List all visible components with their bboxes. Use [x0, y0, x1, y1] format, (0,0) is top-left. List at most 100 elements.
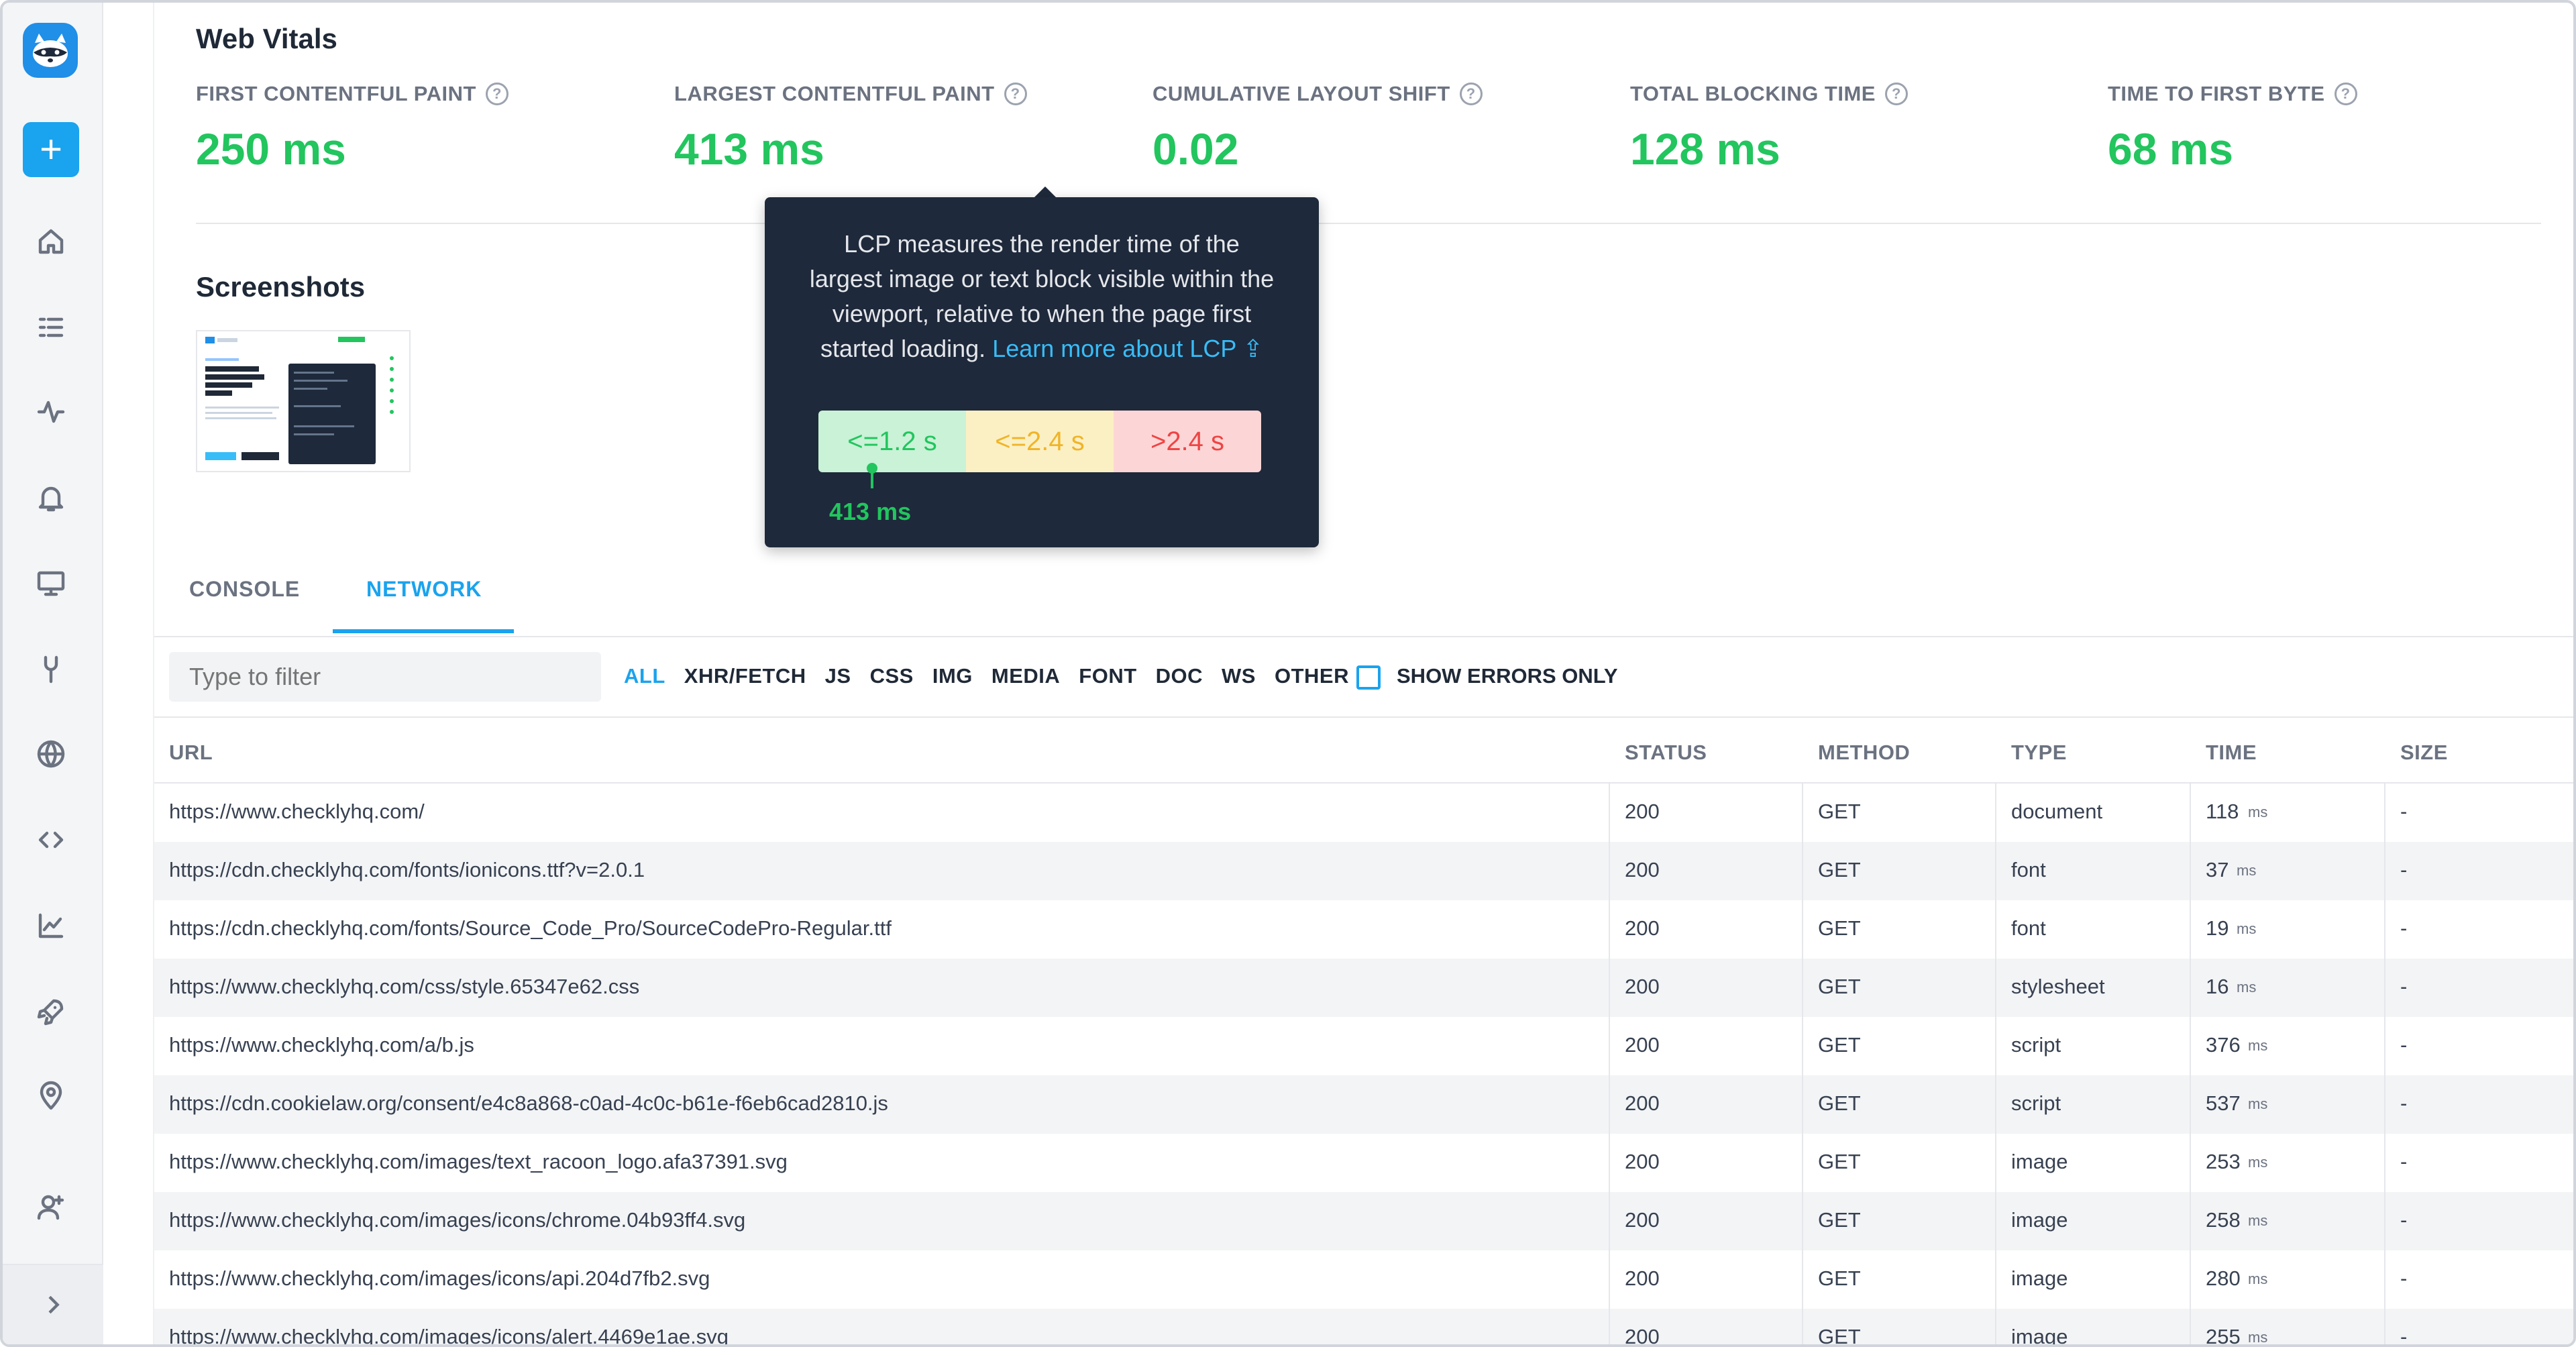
column-divider: [2384, 784, 2385, 1344]
cell-time: 258: [2206, 1208, 2241, 1232]
cell-status: 200: [1625, 800, 1660, 823]
table-row[interactable]: https://cdn.cookielaw.org/consent/e4c8a8…: [154, 1075, 2573, 1134]
cell-url: https://www.checklyhq.com/css/style.6534…: [169, 975, 640, 998]
filter-js[interactable]: JS: [824, 664, 851, 688]
cell-time: 19: [2206, 916, 2229, 940]
tabs-divider: [154, 636, 2573, 637]
table-row[interactable]: https://www.checklyhq.com/images/text_ra…: [154, 1134, 2573, 1192]
cell-size: -: [2400, 1325, 2408, 1347]
web-vitals-title: Web Vitals: [196, 23, 337, 54]
learn-more-link[interactable]: Learn more about LCP ⇪: [992, 335, 1263, 362]
activity-icon[interactable]: [34, 394, 68, 429]
vital-label: FIRST CONTENTFUL PAINT: [196, 82, 476, 105]
table-row[interactable]: https://www.checklyhq.com/a/b.js 200 GET sc…: [154, 1017, 2573, 1075]
filter-font[interactable]: FONT: [1079, 664, 1137, 688]
lcp-range-bar: <=1.2 s <=2.4 s >2.4 s: [818, 411, 1261, 472]
filter-img[interactable]: IMG: [932, 664, 973, 688]
cell-status: 200: [1625, 1208, 1660, 1232]
help-icon[interactable]: ?: [1004, 83, 1027, 105]
filter-doc[interactable]: DOC: [1155, 664, 1203, 688]
time-unit: ms: [2237, 979, 2257, 995]
cell-url: https://cdn.checklyhq.com/fonts/Source_C…: [169, 916, 892, 940]
column-status[interactable]: STATUS: [1625, 741, 1707, 764]
checkly-logo[interactable]: [23, 23, 78, 78]
code-icon[interactable]: [34, 822, 68, 857]
cell-size: -: [2400, 858, 2408, 881]
table-row[interactable]: https://cdn.checklyhq.com/fonts/ionicons…: [154, 842, 2573, 900]
filter-other[interactable]: OTHER: [1274, 664, 1349, 688]
table-row[interactable]: https://www.checklyhq.com/css/style.6534…: [154, 959, 2573, 1017]
column-type[interactable]: TYPE: [2011, 741, 2067, 764]
cell-url: https://www.checklyhq.com/images/icons/a…: [169, 1267, 710, 1290]
cell-time: 537: [2206, 1091, 2241, 1115]
chart-icon[interactable]: [34, 908, 68, 943]
cell-method: GET: [1818, 975, 1861, 998]
help-icon[interactable]: ?: [2334, 83, 2357, 105]
globe-icon[interactable]: [34, 737, 68, 771]
cell-url: https://www.checklyhq.com/images/icons/c…: [169, 1208, 746, 1232]
home-icon[interactable]: [34, 224, 68, 259]
filter-css[interactable]: CSS: [869, 664, 914, 688]
screenshot-thumbnail[interactable]: [196, 330, 411, 472]
cell-method: GET: [1818, 1267, 1861, 1290]
wrench-icon[interactable]: [34, 652, 68, 687]
filter-xhr-fetch[interactable]: XHR/FETCH: [684, 664, 806, 688]
tab-network[interactable]: NETWORK: [366, 577, 482, 601]
create-new-button[interactable]: +: [23, 122, 79, 177]
show-errors-only-checkbox[interactable]: [1356, 665, 1381, 690]
column-method[interactable]: METHOD: [1818, 741, 1911, 764]
cell-type: script: [2011, 1091, 2061, 1115]
cell-time: 118: [2206, 800, 2239, 823]
cell-url: https://www.checklyhq.com/: [169, 800, 425, 823]
range-needs-improvement: <=2.4 s: [966, 411, 1114, 472]
filter-media[interactable]: MEDIA: [991, 664, 1061, 688]
table-row[interactable]: https://www.checklyhq.com/images/icons/c…: [154, 1192, 2573, 1250]
help-icon[interactable]: ?: [1459, 83, 1483, 105]
time-unit: ms: [2237, 862, 2257, 879]
column-size[interactable]: SIZE: [2400, 741, 2448, 764]
cell-url: https://www.checklyhq.com/images/text_ra…: [169, 1150, 788, 1173]
cell-method: GET: [1818, 1150, 1861, 1173]
vital-value: 68 ms: [2108, 124, 2234, 174]
cell-status: 200: [1625, 1091, 1660, 1115]
table-row[interactable]: https://cdn.checklyhq.com/fonts/Source_C…: [154, 900, 2573, 959]
cell-time: 253: [2206, 1150, 2241, 1173]
filter-input[interactable]: [169, 652, 601, 702]
vital-ttfb: TIME TO FIRST BYTE? 68 ms: [2108, 82, 2357, 174]
cell-status: 200: [1625, 975, 1660, 998]
list-icon[interactable]: [34, 310, 68, 345]
time-unit: ms: [2248, 1095, 2268, 1112]
cell-method: GET: [1818, 800, 1861, 823]
table-row[interactable]: https://www.checklyhq.com/200 GET document…: [154, 784, 2573, 842]
cell-url: https://cdn.cookielaw.org/consent/e4c8a8…: [169, 1091, 888, 1115]
cell-time: 37: [2206, 858, 2229, 881]
cell-type: font: [2011, 916, 2046, 940]
table-body: https://www.checklyhq.com/200 GET document…: [154, 784, 2573, 1347]
column-url[interactable]: URL: [169, 741, 213, 764]
add-user-icon[interactable]: [34, 1190, 68, 1225]
bell-icon[interactable]: [34, 480, 68, 515]
help-icon[interactable]: ?: [1885, 83, 1908, 105]
column-divider: [2190, 784, 2191, 1344]
rocket-icon[interactable]: [34, 994, 68, 1029]
filter-ws[interactable]: WS: [1222, 664, 1256, 688]
tab-console[interactable]: CONSOLE: [189, 577, 301, 601]
show-errors-only-label[interactable]: SHOW ERRORS ONLY: [1397, 664, 1618, 688]
expand-sidebar-button[interactable]: [3, 1264, 103, 1344]
filter-all[interactable]: ALL: [624, 664, 665, 688]
cell-time: 280: [2206, 1267, 2241, 1290]
help-icon[interactable]: ?: [486, 83, 508, 105]
time-unit: ms: [2248, 1154, 2268, 1171]
column-time[interactable]: TIME: [2206, 741, 2257, 764]
cell-type: image: [2011, 1208, 2068, 1232]
table-row[interactable]: https://www.checklyhq.com/images/icons/a…: [154, 1309, 2573, 1347]
section-divider: [196, 223, 2541, 224]
column-divider: [1802, 784, 1803, 1344]
table-row[interactable]: https://www.checklyhq.com/images/icons/a…: [154, 1250, 2573, 1309]
cell-type: image: [2011, 1150, 2068, 1173]
vital-value: 0.02: [1152, 124, 1239, 174]
cell-url: https://www.checklyhq.com/a/b.js: [169, 1033, 474, 1057]
location-icon[interactable]: [34, 1079, 68, 1114]
monitor-icon[interactable]: [34, 566, 68, 601]
cell-time: 255: [2206, 1325, 2241, 1347]
